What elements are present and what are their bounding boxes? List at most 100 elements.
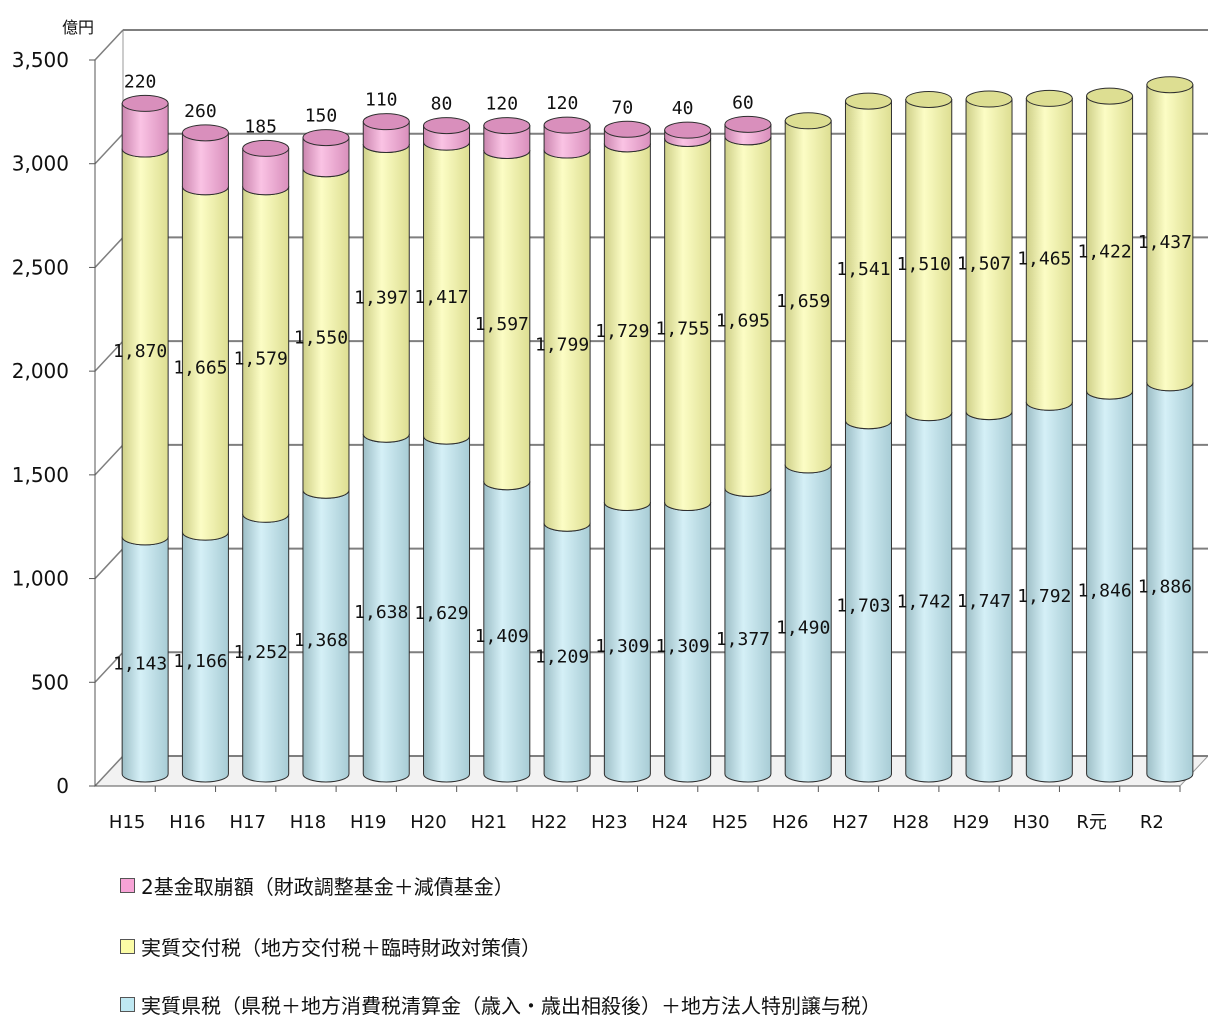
data-label: 1,143: [113, 653, 167, 674]
bar-cap: [724, 115, 772, 133]
x-tick-label: R2: [1140, 812, 1164, 833]
bar-segment: [181, 186, 229, 541]
bar-segment: [181, 531, 229, 783]
data-label: 1,550: [294, 327, 348, 348]
x-tick-label: H28: [893, 812, 929, 833]
bar-segment: [242, 513, 290, 783]
data-label: 60: [732, 92, 754, 113]
bar-segment: [603, 501, 651, 783]
data-label: 1,665: [173, 357, 227, 378]
data-label: 1,659: [776, 291, 830, 312]
bar-segment: [181, 132, 229, 196]
x-tick-label: H15: [109, 812, 145, 833]
bar-segment: [362, 433, 410, 783]
bar-segment: [302, 168, 350, 499]
x-tick-label: H16: [169, 812, 205, 833]
bar-segment: [483, 149, 531, 491]
y-tick-label: 3,500: [12, 48, 69, 72]
x-tick-label: H21: [471, 812, 507, 833]
legend-swatch-allocation-tax: [120, 938, 135, 954]
bar-cap: [302, 129, 350, 147]
bar-segment: [1086, 390, 1134, 783]
bar-segment: [844, 100, 892, 430]
data-label: 80: [431, 94, 453, 115]
data-label: 1,579: [234, 349, 288, 370]
data-label: 1,747: [957, 591, 1011, 612]
bar-segment: [242, 147, 290, 196]
bar-cap: [181, 124, 229, 142]
data-label: 1,309: [656, 636, 710, 657]
data-label: 120: [486, 94, 519, 115]
bar-segment: [483, 481, 531, 783]
data-label: 1,166: [173, 651, 227, 672]
legend-label-fund-withdrawal: 2基金取崩額（財政調整基金＋減債基金）: [141, 874, 514, 899]
bar-cap: [603, 120, 651, 138]
bar-cap: [242, 139, 290, 157]
bar-segment: [242, 186, 290, 523]
data-label: 1,638: [354, 602, 408, 623]
legend-swatch-prefectural-tax: [120, 996, 135, 1012]
legend-label-allocation-tax: 実質交付税（地方交付税＋臨時財政対策債）: [141, 935, 541, 960]
data-label: 1,541: [836, 259, 890, 280]
bar-cap: [483, 117, 531, 135]
bar-segment: [905, 98, 953, 422]
data-label: 1,799: [535, 335, 589, 356]
bar-segment: [844, 420, 892, 783]
data-label: 1,695: [716, 311, 770, 332]
data-label: 185: [244, 116, 277, 137]
bar-segment: [905, 412, 953, 783]
bar-cap: [121, 94, 169, 112]
data-label: 120: [546, 93, 579, 114]
data-label: 40: [672, 98, 694, 119]
data-label: 1,409: [475, 626, 529, 647]
x-tick-label: H18: [290, 812, 326, 833]
bar-cap: [1146, 76, 1194, 94]
bar-segment: [1146, 382, 1194, 783]
gridline-depth: [94, 651, 124, 683]
gridline-depth: [94, 236, 124, 268]
y-unit-label: 億円: [62, 18, 94, 37]
bar-segment: [121, 102, 169, 158]
legend-swatch-fund-withdrawal: [120, 877, 135, 893]
data-label: 1,252: [234, 642, 288, 663]
gridline-depth: [94, 340, 124, 372]
data-label: 1,755: [656, 318, 710, 339]
data-label: 1,729: [595, 321, 649, 342]
bar-segment: [664, 137, 712, 511]
data-label: 1,490: [776, 617, 830, 638]
bar-segment: [724, 487, 772, 783]
gridline-depth: [94, 548, 124, 580]
data-label: 1,597: [475, 314, 529, 335]
bar-segment: [362, 121, 410, 153]
y-tick-label: 1,000: [12, 567, 69, 591]
bar-segment: [543, 124, 591, 159]
bar-cap: [965, 90, 1013, 108]
y-tick-label: 3,000: [12, 152, 69, 176]
data-label: 260: [184, 101, 217, 122]
bar-segment: [603, 143, 651, 511]
bar-segment: [362, 143, 410, 443]
data-label: 1,209: [535, 647, 589, 668]
data-label: 1,377: [716, 629, 770, 650]
bar-cap: [664, 121, 712, 139]
bar-segment: [121, 536, 169, 783]
y-tick-label: 0: [56, 774, 69, 798]
bar-cap: [784, 112, 832, 130]
bar-segment: [664, 501, 712, 783]
bar-segment: [302, 137, 350, 178]
data-label: 1,417: [414, 287, 468, 308]
bar-segment: [1025, 97, 1073, 411]
data-label: 1,465: [1017, 248, 1071, 269]
legend-label-prefectural-tax: 実質県税（県税＋地方消費税清算金（歳入・歳出相殺後）＋地方法人特別譲与税）: [141, 993, 881, 1018]
y-tick-label: 500: [31, 670, 69, 694]
gridline-depth: [94, 755, 124, 787]
x-tick-label: H17: [229, 812, 265, 833]
data-label: 1,886: [1138, 576, 1192, 597]
y-tick-label: 2,500: [12, 255, 69, 279]
bar-segment: [965, 411, 1013, 783]
x-tick-label: H29: [953, 812, 989, 833]
bar-segment: [784, 464, 832, 783]
data-label: 1,846: [1077, 581, 1131, 602]
data-label: 1,703: [836, 595, 890, 616]
